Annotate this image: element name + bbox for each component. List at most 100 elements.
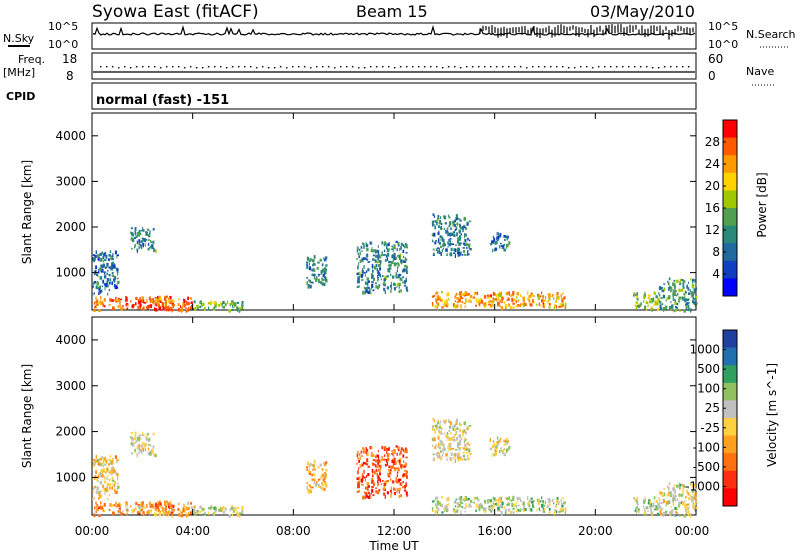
range-time-cell bbox=[323, 472, 327, 475]
range-time-cell bbox=[377, 279, 379, 282]
range-time-cell bbox=[370, 453, 373, 457]
range-time-cell bbox=[436, 511, 439, 516]
range-time-cell bbox=[659, 505, 662, 509]
range-time-cell bbox=[450, 247, 453, 252]
range-time-cell bbox=[512, 298, 514, 303]
range-time-cell bbox=[431, 295, 435, 298]
range-time-cell bbox=[400, 242, 403, 246]
range-time-cell bbox=[375, 285, 378, 289]
range-time-cell bbox=[109, 454, 112, 458]
range-time-cell bbox=[92, 285, 94, 289]
range-time-cell bbox=[667, 280, 669, 284]
range-time-cell bbox=[656, 507, 659, 511]
range-time-cell bbox=[143, 229, 145, 232]
range-time-cell bbox=[488, 294, 490, 296]
range-time-cell bbox=[133, 441, 137, 444]
range-time-cell bbox=[377, 481, 379, 485]
range-time-cell bbox=[361, 463, 364, 467]
range-time-cell bbox=[645, 308, 647, 311]
range-time-cell bbox=[322, 279, 325, 281]
range-time-cell bbox=[151, 448, 154, 451]
range-time-cell bbox=[465, 227, 467, 230]
range-time-cell bbox=[363, 476, 366, 479]
range-time-cell bbox=[438, 248, 440, 253]
range-time-cell bbox=[561, 504, 564, 508]
range-time-cell bbox=[501, 247, 505, 250]
range-time-cell bbox=[658, 286, 662, 290]
range-time-cell bbox=[402, 486, 404, 489]
range-time-cell bbox=[433, 295, 436, 297]
range-time-cell bbox=[405, 472, 408, 476]
range-time-cell bbox=[110, 471, 113, 475]
range-time-cell bbox=[119, 298, 122, 301]
range-time-cell bbox=[366, 258, 369, 261]
range-time-cell bbox=[356, 285, 359, 288]
range-time-cell bbox=[310, 281, 313, 284]
range-time-cell bbox=[670, 286, 673, 291]
range-time-cell bbox=[371, 281, 374, 284]
range-time-cell bbox=[119, 297, 121, 301]
range-time-cell bbox=[125, 502, 128, 506]
range-time-cell bbox=[148, 239, 150, 242]
range-time-cell bbox=[556, 296, 559, 299]
range-time-cell bbox=[383, 492, 386, 496]
range-time-cell bbox=[101, 473, 104, 478]
range-time-cell bbox=[362, 461, 366, 465]
range-time-cell bbox=[512, 290, 515, 295]
range-time-cell bbox=[462, 242, 466, 245]
range-time-cell bbox=[439, 220, 442, 224]
range-time-cell bbox=[670, 289, 672, 293]
range-time-cell bbox=[445, 229, 448, 234]
range-time-cell bbox=[111, 467, 114, 472]
range-time-cell bbox=[436, 427, 438, 430]
range-time-cell bbox=[323, 267, 327, 270]
range-time-cell bbox=[654, 300, 657, 304]
range-time-cell bbox=[154, 298, 157, 303]
range-time-cell bbox=[440, 443, 442, 446]
range-time-cell bbox=[495, 499, 498, 503]
range-time-cell bbox=[403, 280, 406, 284]
range-time-cell bbox=[400, 289, 402, 293]
range-time-cell bbox=[95, 306, 97, 309]
range-time-cell bbox=[491, 507, 493, 511]
range-time-cell bbox=[435, 505, 438, 509]
range-time-cell bbox=[458, 237, 461, 241]
range-time-cell bbox=[324, 276, 326, 279]
range-time-cell bbox=[139, 449, 143, 452]
range-time-cell bbox=[496, 231, 499, 235]
range-time-cell bbox=[398, 490, 400, 494]
range-time-cell bbox=[517, 504, 520, 507]
range-time-cell bbox=[377, 462, 380, 465]
range-time-cell bbox=[558, 510, 561, 513]
range-time-cell bbox=[403, 284, 407, 287]
range-time-cell bbox=[96, 301, 98, 306]
range-time-cell bbox=[199, 510, 202, 513]
colorbar-tick-label: -100 bbox=[693, 440, 720, 454]
range-time-cell bbox=[387, 248, 390, 251]
range-time-cell bbox=[537, 297, 540, 300]
range-time-cell bbox=[674, 309, 676, 312]
range-time-cell bbox=[152, 228, 155, 231]
range-time-cell bbox=[402, 281, 404, 284]
range-time-cell bbox=[389, 472, 392, 475]
range-time-cell bbox=[695, 287, 698, 291]
range-time-cell bbox=[135, 302, 137, 306]
range-time-cell bbox=[481, 504, 483, 509]
range-time-cell bbox=[110, 256, 112, 260]
range-time-cell bbox=[405, 279, 407, 283]
range-time-cell bbox=[110, 266, 113, 270]
range-time-cell bbox=[659, 304, 662, 308]
range-time-cell bbox=[685, 511, 688, 514]
range-time-cell bbox=[688, 486, 689, 489]
range-time-cell bbox=[490, 299, 493, 303]
range-time-cell bbox=[393, 450, 396, 455]
range-time-cell bbox=[322, 275, 324, 278]
range-time-cell bbox=[431, 239, 433, 242]
range-time-cell bbox=[556, 305, 558, 309]
range-time-cell bbox=[181, 307, 183, 311]
range-time-cell bbox=[436, 222, 438, 226]
range-time-cell bbox=[375, 490, 378, 494]
range-time-cell bbox=[185, 302, 189, 306]
range-time-cell bbox=[114, 276, 117, 280]
range-time-cell bbox=[384, 241, 387, 244]
